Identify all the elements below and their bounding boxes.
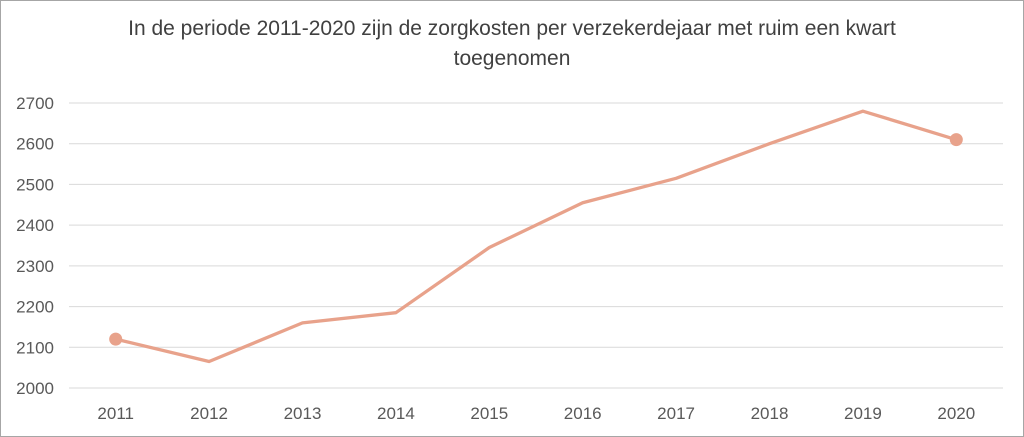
x-axis-tick-label: 2012 — [190, 404, 228, 423]
chart-title: In de periode 2011-2020 zijn de zorgkost… — [128, 17, 896, 70]
y-axis-tick-label: 2300 — [16, 257, 54, 276]
x-axis-tick-label: 2015 — [470, 404, 508, 423]
y-axis-tick-label: 2000 — [16, 379, 54, 398]
x-axis-tick-label: 2013 — [284, 404, 322, 423]
x-axis-tick-label: 2019 — [844, 404, 882, 423]
x-axis-tick-label: 2014 — [377, 404, 415, 423]
y-axis-tick-label: 2600 — [16, 135, 54, 154]
data-point-marker — [949, 133, 963, 147]
y-axis-tick-label: 2700 — [16, 94, 54, 113]
x-axis-tick-label: 2011 — [97, 404, 134, 423]
y-axis-tick-label: 2200 — [16, 298, 54, 317]
y-axis-tick-label: 2500 — [16, 175, 54, 194]
x-axis-tick-label: 2018 — [751, 404, 789, 423]
data-point-marker — [109, 332, 123, 346]
x-axis-tick-label: 2020 — [937, 404, 975, 423]
data-line — [114, 109, 958, 364]
y-axis-tick-label: 2400 — [16, 216, 54, 235]
x-axis-tick-label: 2017 — [657, 404, 695, 423]
x-axis-tick-label: 2016 — [564, 404, 602, 423]
y-axis-tick-label: 2100 — [16, 338, 54, 357]
